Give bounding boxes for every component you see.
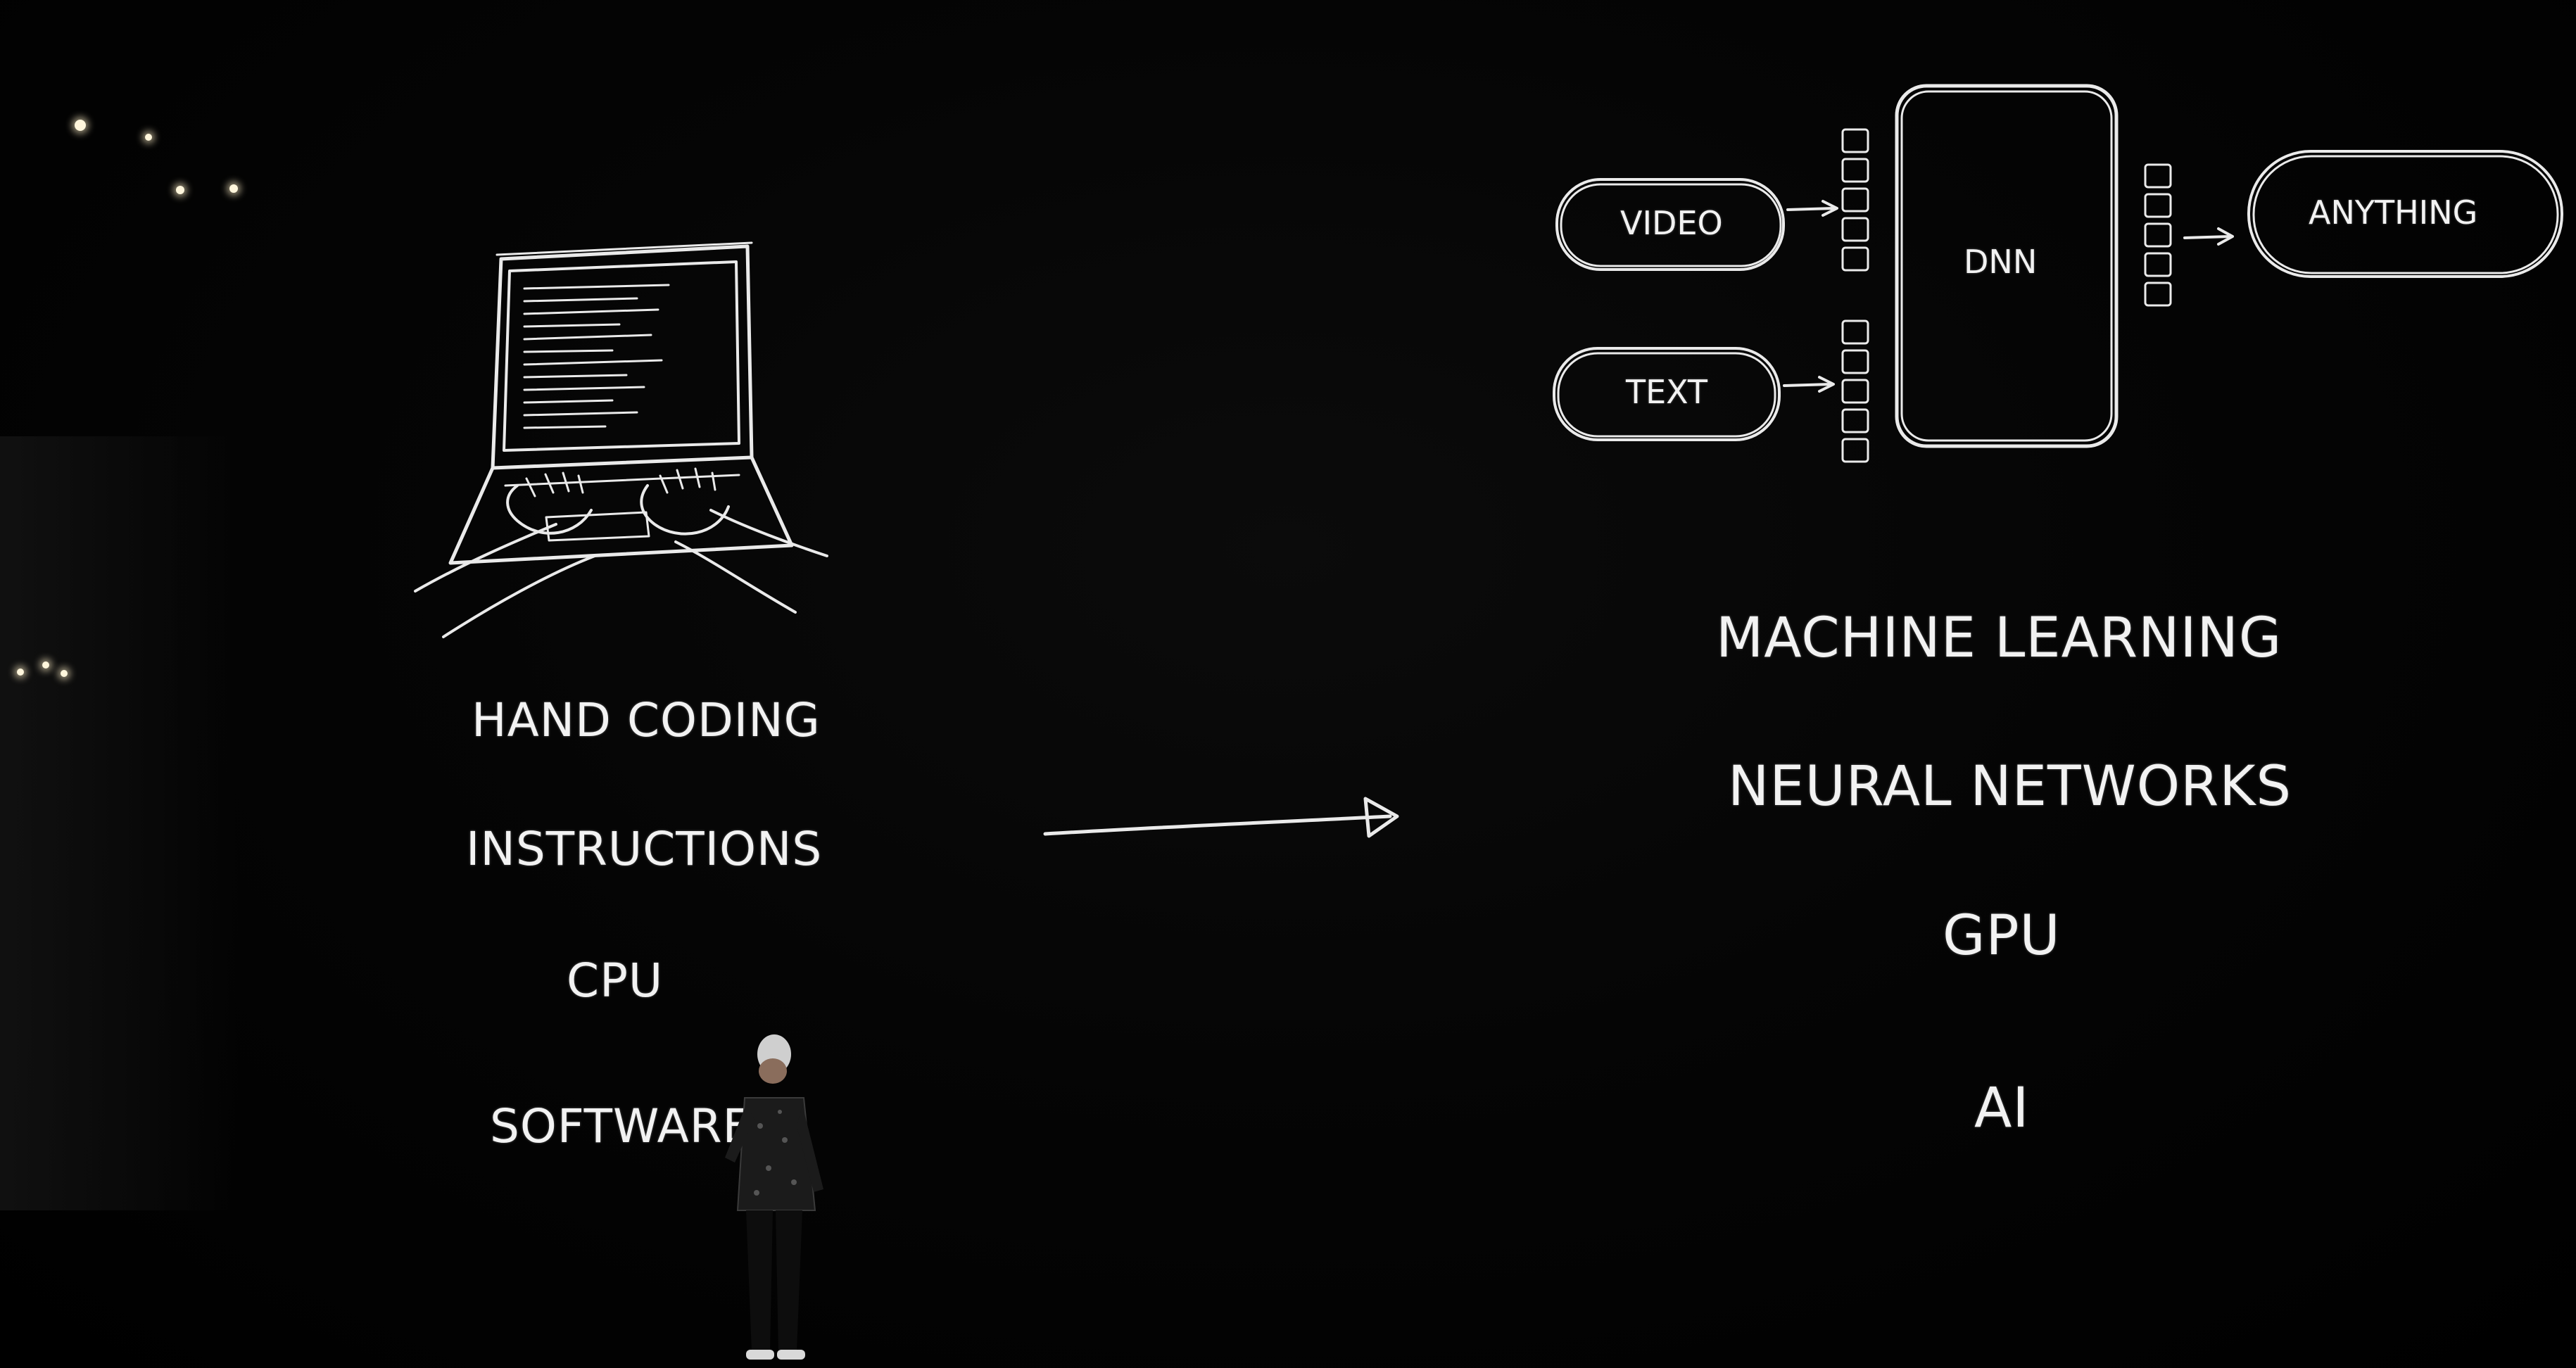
ceiling-light — [229, 184, 238, 193]
ceiling-light — [75, 120, 86, 131]
right-item-machine-learning: MACHINE LEARNING — [1716, 607, 2283, 670]
video-input-label: VIDEO — [1620, 204, 1723, 242]
presenter — [725, 1034, 823, 1360]
transition-arrow — [1043, 797, 1399, 838]
left-item-hand-coding: HAND CODING — [472, 693, 821, 747]
ceiling-light — [61, 670, 68, 677]
left-item-software: SOFTWARE — [490, 1099, 753, 1153]
output-box — [2247, 150, 2563, 278]
output-embedding-stack — [2144, 163, 2172, 307]
dnn-diagram — [1553, 84, 2563, 463]
left-item-cpu: CPU — [567, 954, 664, 1008]
ceiling-light — [176, 186, 184, 194]
right-item-gpu: GPU — [1943, 904, 2061, 968]
text-input-box — [1553, 347, 1781, 441]
dnn-box — [1895, 84, 2119, 448]
ceiling-light — [42, 661, 49, 669]
ceiling-light — [17, 669, 24, 676]
ceiling-light — [145, 134, 152, 141]
venue-structure — [0, 436, 239, 1210]
dnn-label: DNN — [1964, 243, 2038, 281]
input-embedding-stack — [1841, 128, 1869, 463]
laptop-icon — [414, 241, 828, 638]
left-item-instructions: INSTRUCTIONS — [466, 822, 823, 876]
video-input-box — [1555, 178, 1785, 271]
text-input-label: TEXT — [1626, 373, 1707, 411]
right-item-neural-networks: NEURAL NETWORKS — [1728, 755, 2292, 818]
right-item-ai: AI — [1974, 1077, 2030, 1140]
output-label: ANYTHING — [2309, 194, 2478, 232]
